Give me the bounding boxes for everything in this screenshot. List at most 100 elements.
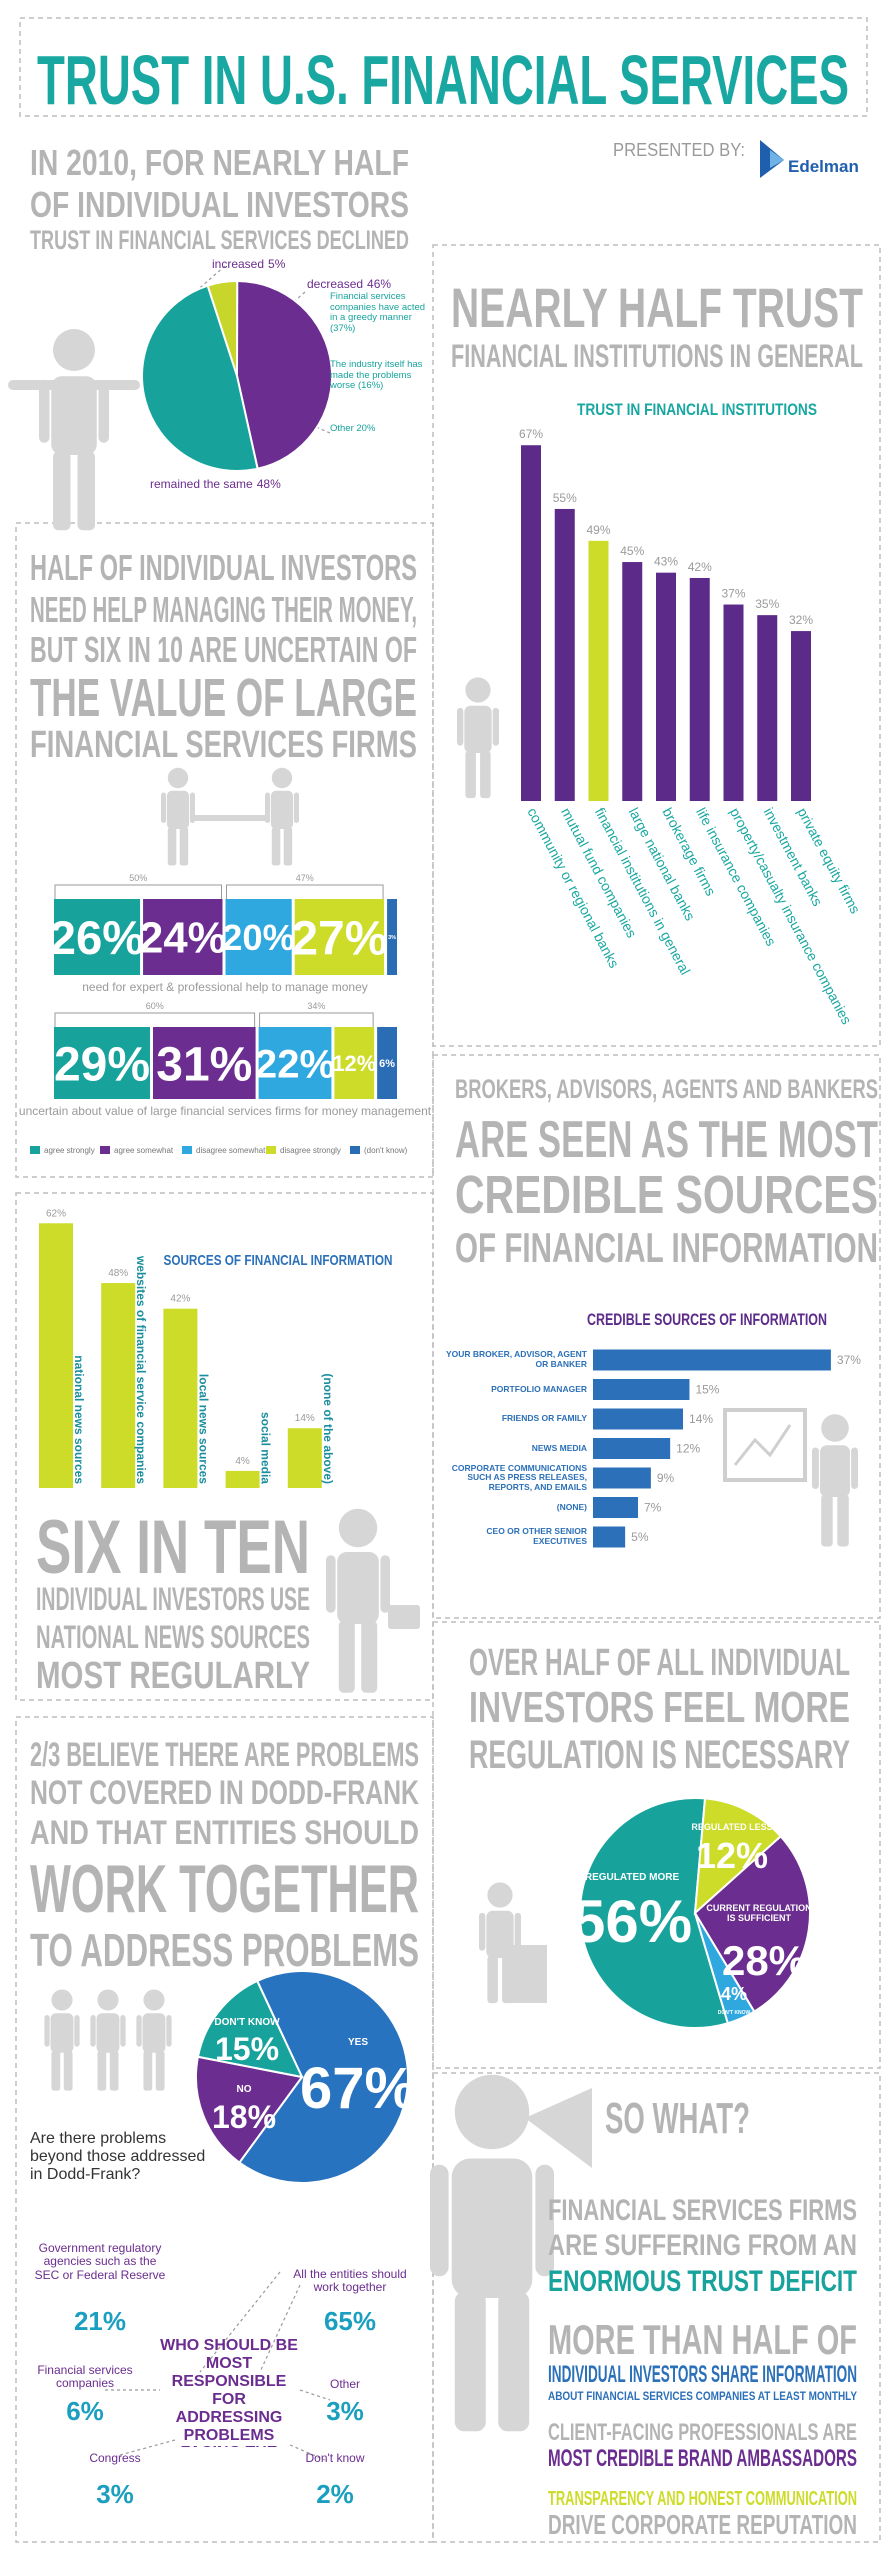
- legend-label: agree somewhat: [114, 1146, 174, 1155]
- figure-arm: [514, 1912, 521, 1951]
- item-label: Other: [329, 2378, 360, 2391]
- bracket: [54, 1012, 256, 1027]
- figure-arm: [44, 2014, 50, 2047]
- page-title: TRUST IN U.S. FINANCIAL SERVICES: [37, 41, 849, 119]
- podium-figure: [505, 1945, 547, 2003]
- heading-line: MOST REGULARLY: [36, 1655, 310, 1697]
- board-chart: [733, 1424, 792, 1466]
- figure-leg: [155, 2051, 165, 2091]
- y-tick-label: PORTFOLIO MANAGER: [491, 1383, 587, 1394]
- item-label: Don't know: [305, 2452, 365, 2465]
- figure-arm: [457, 707, 464, 746]
- bar: [723, 604, 744, 801]
- figure-arm: [430, 2164, 449, 2277]
- question: Are there problems beyond those addresse…: [30, 2130, 206, 2183]
- heading-line: NATIONAL NEWS SOURCES: [36, 1619, 310, 1655]
- figure-body: [51, 376, 97, 455]
- bar-segment: [54, 899, 141, 975]
- figure-leg: [454, 2291, 486, 2432]
- figure-arm: [293, 792, 299, 824]
- heading-line: REGULATION IS NECESSARY: [469, 1733, 850, 1777]
- y-tick-label-box: NEWS MEDIA: [532, 1443, 587, 1453]
- panel-frame: [15, 1192, 434, 1701]
- y-tick-label-box: (NONE): [557, 1502, 587, 1512]
- value-label: 4%: [235, 1456, 250, 1467]
- y-tick-label-box: YOUR BROKER, ADVISOR, AGENT OR BANKER: [445, 1349, 587, 1369]
- figure-leg: [167, 827, 177, 866]
- bar: [39, 1223, 73, 1488]
- bar: [225, 1470, 260, 1488]
- heading-line: TRUST IN FINANCIAL SERVICES DECLINED: [30, 225, 409, 255]
- bar: [593, 1438, 671, 1459]
- person-figure: [39, 329, 109, 531]
- bar-segment: [54, 1027, 150, 1099]
- panel-frame: [432, 2072, 881, 2543]
- figure-leg: [498, 2291, 530, 2432]
- annotation-box: Other 20%: [330, 424, 375, 434]
- person-figure: [161, 767, 195, 866]
- connector: [194, 265, 226, 293]
- figure-body: [464, 705, 492, 753]
- value-label: 35%: [755, 597, 779, 611]
- x-tick-label: websites of financial service companies: [134, 1255, 148, 1484]
- figure-body: [142, 2013, 166, 2053]
- bracket-label: 60%: [146, 1001, 164, 1011]
- item-label-box: Other: [329, 2378, 360, 2391]
- figure-leg: [109, 2051, 119, 2091]
- value-label: 15%: [695, 1383, 719, 1397]
- table-figure: [195, 815, 265, 821]
- pie-label: decreased 46%: [307, 277, 391, 291]
- bar: [163, 1308, 198, 1488]
- figure-head: [271, 767, 293, 789]
- briefcase-figure: [388, 1605, 420, 1629]
- y-tick-label: CEO OR OTHER SENIOR EXECUTIVES: [486, 1526, 587, 1546]
- item-label-box: Financial services companies: [37, 2364, 132, 2390]
- figure-head: [821, 1414, 849, 1442]
- heading-line: BUT SIX IN 10 ARE UNCERTAIN OF: [30, 629, 417, 670]
- heading-line: HALF OF INDIVIDUAL INVESTORS: [30, 547, 417, 588]
- summary-line: INDIVIDUAL INVESTORS SHARE INFORMATION: [548, 2361, 857, 2388]
- figure-head: [167, 767, 189, 789]
- item-value: 6%: [66, 2396, 104, 2426]
- figure-arm: [189, 792, 195, 824]
- item-value: 65%: [324, 2306, 376, 2336]
- connector: [259, 2284, 301, 2373]
- item-value: 21%: [74, 2306, 126, 2336]
- figure-arm: [479, 1912, 486, 1951]
- pie-slice: [693, 1834, 811, 2013]
- bar: [757, 615, 778, 801]
- figure-body: [50, 2013, 74, 2053]
- figure-body: [451, 2158, 533, 2298]
- value-label: 37%: [721, 587, 745, 601]
- summary-line: MORE THAN HALF OF: [548, 2316, 857, 2363]
- presented-by: PRESENTED BY:: [613, 140, 745, 160]
- summary-line: ABOUT FINANCIAL SERVICES COMPANIES AT LE…: [548, 2389, 857, 2403]
- figure-body: [820, 1445, 850, 1497]
- bar: [593, 1408, 684, 1430]
- value-label: 12%: [676, 1442, 700, 1456]
- heading-line: THE VALUE OF LARGE: [30, 668, 417, 728]
- value-label: 48%: [108, 1268, 128, 1279]
- bar: [656, 572, 676, 801]
- value-label: 4%: [721, 1984, 747, 2004]
- y-tick-label: YOUR BROKER, ADVISOR, AGENT OR BANKER: [445, 1349, 587, 1369]
- category-label: DON'T KNOW: [214, 2017, 280, 2028]
- x-tick-label: national news sources: [72, 1355, 86, 1484]
- megaphone-figure: [525, 2088, 592, 2168]
- heading-line: 2/3 BELIEVE THERE ARE PROBLEMS: [30, 1736, 419, 1774]
- heading-line: CREDIBLE SOURCES: [455, 1165, 878, 1225]
- category-label: REGULATED LESS: [691, 1822, 772, 1832]
- summary-line: FINANCIAL SERVICES FIRMS: [548, 2194, 857, 2227]
- value-label: 5%: [631, 1530, 649, 1544]
- category-label: remained the same: [150, 477, 253, 491]
- value-label: 14%: [295, 1413, 315, 1424]
- figure-leg: [53, 451, 71, 531]
- pie-slice: [237, 1970, 409, 2184]
- pie-slice: [196, 1979, 304, 2079]
- value-label: 56%: [572, 1888, 692, 1955]
- heading-line: OVER HALF OF ALL INDIVIDUAL: [469, 1642, 850, 1684]
- figure-leg: [271, 827, 281, 866]
- item-label-box: Don't know: [305, 2452, 365, 2465]
- category-label: uncertain about value of large financial…: [19, 1104, 432, 1118]
- category-label-box: CURRENT REGULATION IS SUFFICIENT: [706, 1903, 811, 1923]
